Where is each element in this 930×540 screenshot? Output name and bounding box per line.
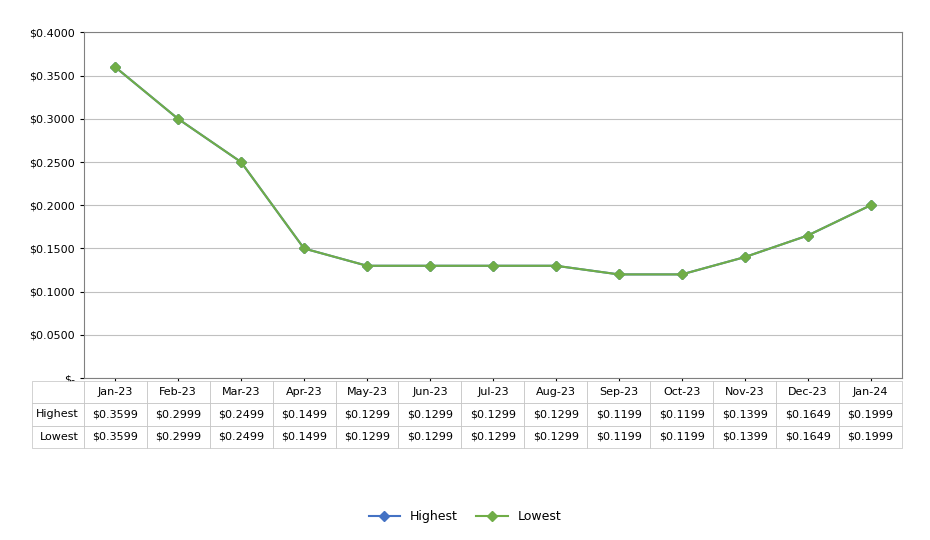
Lowest	[865, 202, 876, 208]
Highest	[739, 254, 751, 260]
Highest	[676, 271, 687, 278]
Lowest	[424, 262, 435, 269]
Lowest	[173, 116, 184, 122]
Lowest	[802, 232, 813, 239]
Lowest	[613, 271, 624, 278]
Highest	[613, 271, 624, 278]
Highest	[299, 245, 310, 252]
Highest	[551, 262, 562, 269]
Highest	[865, 202, 876, 208]
Lowest	[487, 262, 498, 269]
Lowest	[235, 159, 246, 165]
Line: Highest: Highest	[112, 64, 874, 278]
Legend: Highest, Lowest: Highest, Lowest	[364, 505, 566, 528]
Highest	[362, 262, 373, 269]
Highest	[424, 262, 435, 269]
Lowest	[739, 254, 751, 260]
Highest	[173, 116, 184, 122]
Line: Lowest: Lowest	[112, 64, 874, 278]
Highest	[110, 64, 121, 70]
Highest	[235, 159, 246, 165]
Highest	[802, 232, 813, 239]
Lowest	[551, 262, 562, 269]
Highest	[487, 262, 498, 269]
Lowest	[362, 262, 373, 269]
Lowest	[299, 245, 310, 252]
Lowest	[110, 64, 121, 70]
Lowest	[676, 271, 687, 278]
